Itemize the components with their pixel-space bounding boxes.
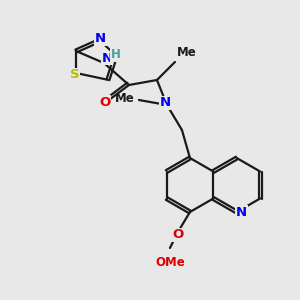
Text: N: N [159,97,170,110]
Text: N: N [236,206,247,218]
Text: N: N [101,52,112,64]
Text: O: O [99,95,111,109]
Text: N: N [95,32,106,45]
Text: H: H [111,49,121,62]
Text: Me: Me [115,92,135,104]
Text: O: O [172,229,184,242]
Text: S: S [70,68,80,82]
Text: Me: Me [177,46,197,59]
Text: OMe: OMe [155,256,185,269]
